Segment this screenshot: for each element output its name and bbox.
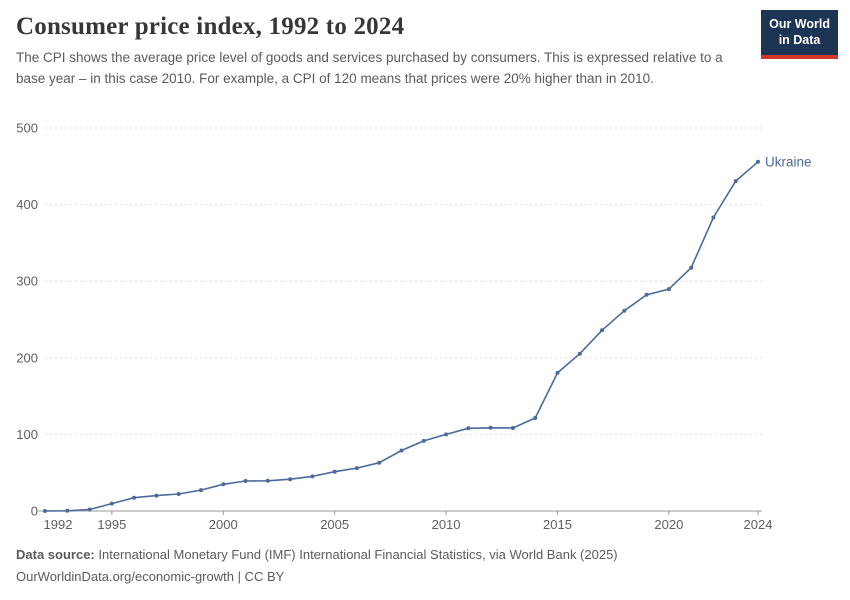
data-point xyxy=(689,265,694,270)
chart-footer: Data source: International Monetary Fund… xyxy=(16,544,618,589)
data-point xyxy=(377,460,382,465)
data-point xyxy=(488,425,493,430)
data-point xyxy=(421,438,426,443)
y-axis-tick-label: 200 xyxy=(16,350,38,365)
data-source-label: Data source: xyxy=(16,547,95,562)
owid-logo[interactable]: Our World in Data xyxy=(761,10,838,60)
data-point xyxy=(711,215,716,220)
data-point xyxy=(733,179,738,184)
page-title: Consumer price index, 1992 to 2024 xyxy=(16,13,405,40)
data-point xyxy=(65,508,70,513)
series-end-label: Ukraine xyxy=(765,154,812,169)
data-point xyxy=(533,416,538,420)
y-axis-tick-label: 100 xyxy=(16,427,38,442)
data-point xyxy=(199,488,203,493)
x-axis-tick-label: 1992 xyxy=(44,517,73,532)
data-source-text: International Monetary Fund (IMF) Intern… xyxy=(94,547,618,562)
data-point xyxy=(466,426,471,431)
data-point xyxy=(332,469,337,474)
owid-logo-line2: in Data xyxy=(778,32,821,47)
data-point xyxy=(310,474,315,479)
data-point xyxy=(577,351,582,356)
data-point xyxy=(399,448,404,453)
series-line-ukraine xyxy=(44,161,759,512)
data-point xyxy=(510,426,515,430)
chart-header: Consumer price index, 1992 to 2024 The C… xyxy=(16,13,834,89)
x-axis-tick-label: 2020 xyxy=(654,517,683,532)
data-point xyxy=(87,507,92,512)
data-point xyxy=(109,501,114,506)
y-axis-tick-label: 300 xyxy=(16,274,38,289)
data-point xyxy=(600,328,604,333)
data-point xyxy=(243,479,248,483)
owid-logo-line1: Our World xyxy=(769,17,830,31)
data-point xyxy=(555,370,560,375)
x-axis-tick-label: 2015 xyxy=(543,517,572,532)
x-axis-tick-label: 2010 xyxy=(432,517,461,532)
x-axis-tick-label: 1995 xyxy=(97,517,126,532)
chart-subtitle: The CPI shows the average price level of… xyxy=(16,50,723,86)
data-point xyxy=(132,495,137,500)
data-point xyxy=(265,478,270,483)
data-point xyxy=(444,432,449,437)
data-point xyxy=(43,509,47,513)
cpi-line-chart: 0 100 200 300 400 500 1992 1995 2000 2005 2010 2015… xyxy=(16,121,812,533)
data-source-line: Data source: International Monetary Fund… xyxy=(16,544,618,566)
data-point xyxy=(644,292,649,297)
data-point xyxy=(354,466,359,471)
data-point xyxy=(622,308,627,313)
x-axis-tick-label: 2024 xyxy=(744,517,773,532)
y-axis-tick-label: 0 xyxy=(31,504,38,519)
x-axis-tick-label: 2005 xyxy=(320,517,349,532)
data-point xyxy=(756,159,760,164)
owid-url-line[interactable]: OurWorldinData.org/economic-growth | CC … xyxy=(16,569,285,585)
data-point xyxy=(176,492,181,496)
data-point xyxy=(666,287,671,292)
data-point xyxy=(154,493,159,498)
x-axis-tick-label: 2000 xyxy=(209,517,238,532)
data-point xyxy=(221,482,226,487)
y-axis-tick-label: 400 xyxy=(16,197,38,212)
y-axis-tick-label: 500 xyxy=(16,121,38,136)
data-point xyxy=(288,477,293,482)
